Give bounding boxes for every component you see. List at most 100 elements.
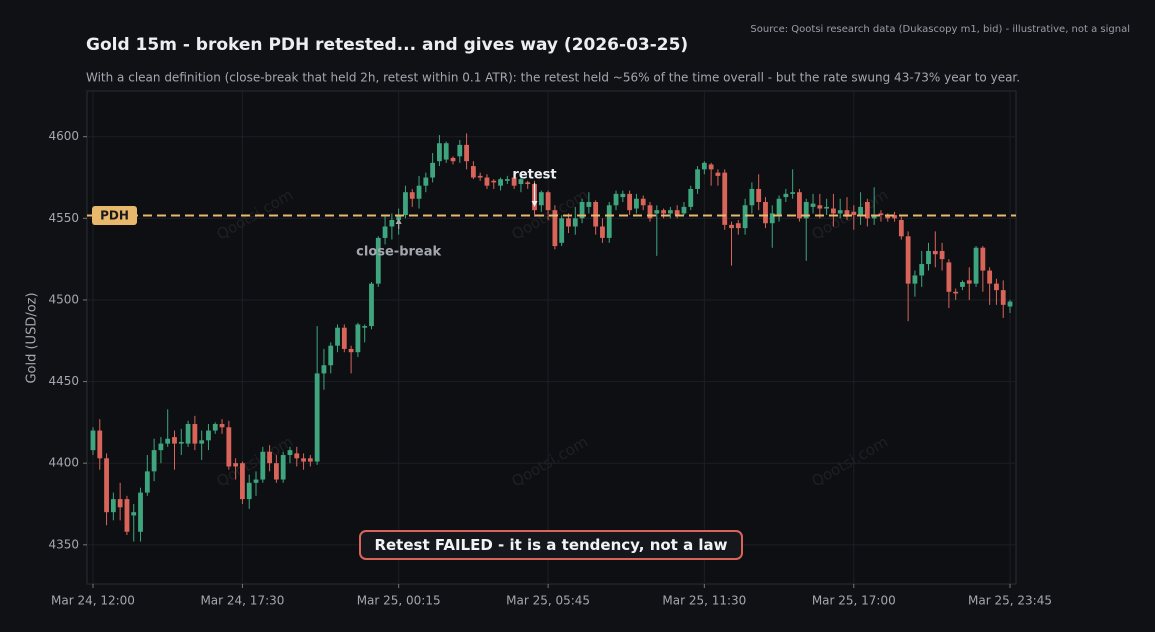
candle-body: [864, 202, 870, 219]
candle-body: [110, 499, 116, 513]
plot-area: [86, 90, 1017, 585]
candle-body: [518, 179, 524, 185]
candle-body: [403, 192, 408, 216]
candle-body: [369, 283, 374, 327]
candle-body: [932, 250, 938, 255]
chart-title: Gold 15m - broken PDH retested... and gi…: [86, 35, 688, 55]
candle-body: [946, 262, 952, 292]
candle-body: [409, 192, 415, 199]
candle-body: [450, 157, 456, 162]
candle-body: [953, 291, 959, 294]
y-tick-label: 4600: [48, 129, 79, 143]
y-tick-label: 4550: [48, 211, 79, 225]
candle-body: [756, 188, 762, 203]
candle-body: [287, 450, 293, 456]
y-tick-label: 4500: [48, 292, 79, 306]
candle-body: [763, 202, 768, 224]
x-tick-label: Mar 25, 00:15: [357, 594, 441, 608]
candle-body: [260, 451, 266, 480]
candle-body: [253, 479, 259, 483]
candle-body: [151, 450, 157, 472]
subtitle: With a clean definition (close-break tha…: [86, 71, 1020, 85]
candle-body: [844, 210, 850, 217]
candle-body: [273, 463, 279, 480]
y-tick-label: 4450: [48, 374, 79, 388]
y-axis-label: Gold (USD/oz): [25, 292, 40, 383]
candle-body: [545, 192, 551, 211]
candle-body: [640, 198, 646, 206]
candle-body: [810, 203, 816, 207]
candle-body: [362, 326, 368, 328]
candle-body: [803, 202, 809, 219]
candle-body: [858, 206, 863, 216]
candle-body: [769, 213, 775, 224]
candle-body: [606, 205, 612, 238]
candle-body: [837, 210, 843, 214]
source: Source: Qootsi research data (Dukascopy …: [750, 24, 1130, 35]
candle-body: [661, 210, 666, 214]
candle-body: [328, 345, 334, 366]
candle-body: [240, 463, 245, 500]
candle-body: [939, 250, 945, 260]
candle-body: [321, 365, 327, 374]
candle-body: [566, 218, 571, 227]
candle-body: [470, 166, 476, 178]
candle-body: [491, 180, 497, 183]
callout: Retest FAILED - it is a tendency, not a …: [374, 536, 727, 554]
candle-body: [735, 223, 741, 229]
candle-body: [144, 471, 150, 493]
candle-body: [695, 169, 700, 189]
annotation: retest: [512, 168, 556, 183]
candle-body: [722, 172, 728, 225]
x-tick-label: Mar 25, 17:00: [812, 594, 896, 608]
candle-body: [898, 219, 904, 237]
candle-body: [579, 202, 585, 219]
candle-body: [178, 441, 184, 444]
candle-body: [355, 324, 361, 353]
candle-body: [437, 143, 442, 162]
candle-body: [124, 499, 130, 532]
candle-body: [158, 443, 164, 451]
candle-body: [477, 175, 483, 178]
x-tick-label: Mar 25, 05:45: [506, 594, 590, 608]
candle-body: [396, 215, 402, 220]
candle-body: [926, 250, 931, 265]
candle-body: [797, 192, 802, 219]
candle-body: [654, 210, 660, 214]
candle-body: [212, 424, 218, 431]
candle-body: [335, 327, 340, 346]
candle-body: [831, 208, 836, 214]
candle-body: [790, 192, 796, 194]
candle-body: [90, 430, 96, 451]
candle-body: [226, 427, 232, 467]
candle-body: [206, 430, 211, 441]
candle-body: [267, 451, 272, 464]
candle-body: [307, 458, 313, 462]
candle-body: [138, 492, 143, 532]
candle-body: [389, 219, 395, 227]
candle-body: [715, 172, 721, 176]
candle-body: [701, 162, 707, 170]
candle-body: [586, 202, 592, 207]
candle-body: [314, 373, 320, 462]
candle-body: [688, 188, 694, 207]
candle-body: [1000, 290, 1006, 305]
candle-body: [117, 499, 123, 508]
candle-body: [871, 215, 877, 219]
reference-label: PDH: [100, 209, 129, 223]
candle-body: [165, 438, 171, 444]
candle-body: [905, 236, 911, 284]
candle-body: [280, 455, 286, 480]
candle-body: [960, 281, 965, 287]
candle-body: [341, 327, 347, 349]
candle-body: [749, 188, 755, 206]
candle-body: [97, 430, 103, 459]
candle-body: [348, 348, 354, 353]
annotation: close-break: [356, 245, 441, 260]
candle-body: [776, 198, 782, 216]
candle-body: [511, 177, 517, 186]
candle-body: [552, 210, 558, 247]
candle-body: [980, 247, 986, 271]
candle-body: [246, 482, 252, 500]
